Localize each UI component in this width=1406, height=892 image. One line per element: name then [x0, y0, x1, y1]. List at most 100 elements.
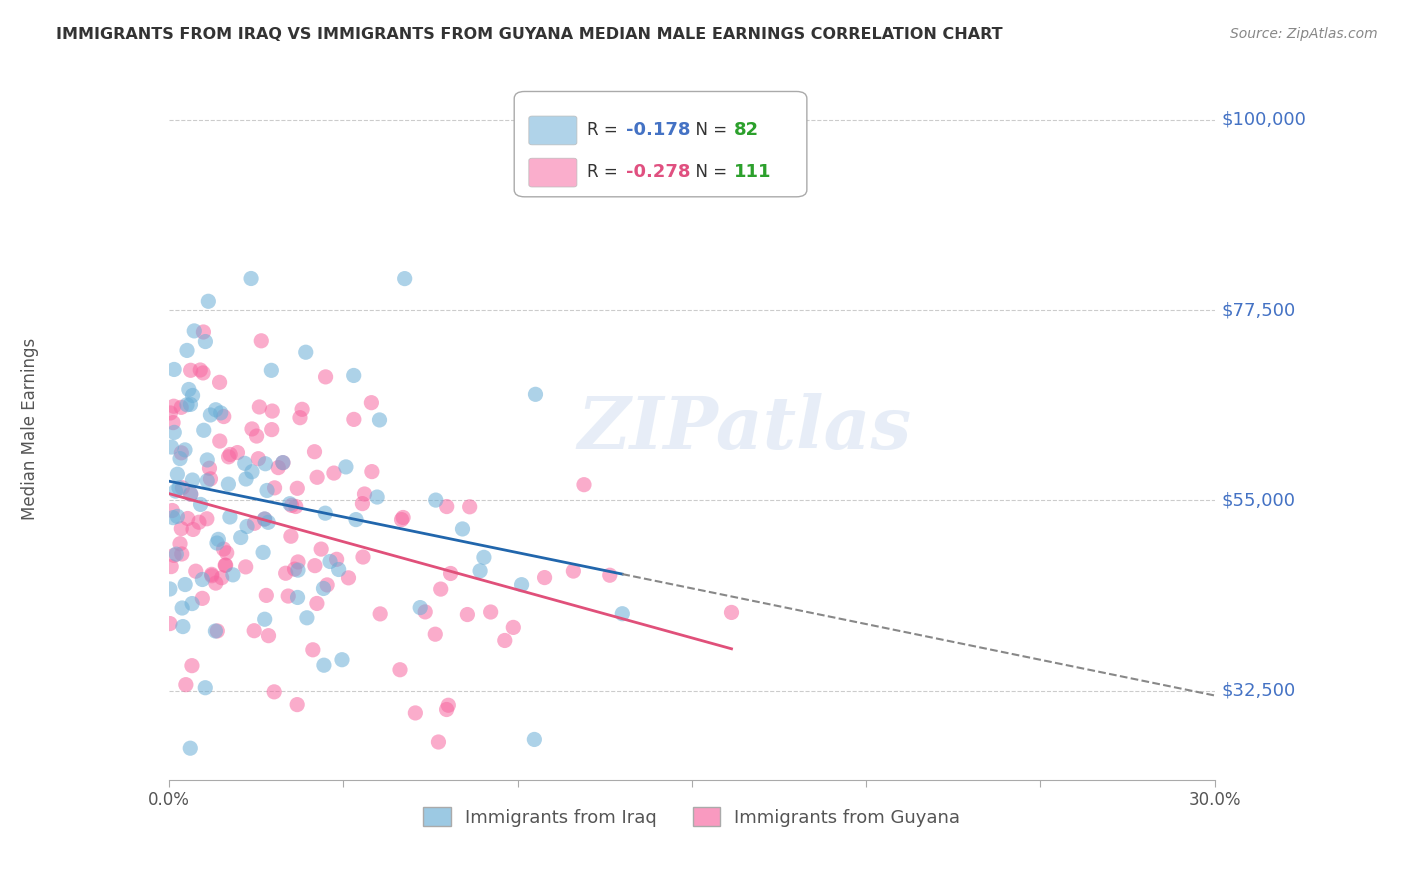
Immigrants from Guyana: [337, 571, 360, 585]
Immigrants from Iraq: [165, 547, 187, 561]
Immigrants from Guyana: [316, 578, 339, 592]
Immigrants from Guyana: [208, 434, 231, 448]
Immigrants from Iraq: [409, 600, 432, 615]
Immigrants from Guyana: [392, 510, 415, 524]
Immigrants from Iraq: [295, 611, 318, 625]
Immigrants from Guyana: [437, 698, 460, 713]
Immigrants from Guyana: [243, 516, 266, 531]
Immigrants from Iraq: [193, 423, 215, 437]
Immigrants from Guyana: [170, 446, 193, 460]
Immigrants from Iraq: [330, 653, 353, 667]
Immigrants from Iraq: [343, 368, 366, 383]
Immigrants from Guyana: [302, 642, 325, 657]
Immigrants from Guyana: [343, 412, 366, 426]
Immigrants from Guyana: [502, 620, 524, 634]
Immigrants from Guyana: [720, 606, 742, 620]
Text: N =: N =: [685, 121, 733, 139]
Immigrants from Iraq: [252, 545, 274, 559]
Immigrants from Iraq: [181, 597, 204, 611]
Immigrants from Iraq: [195, 453, 218, 467]
Immigrants from Guyana: [352, 549, 374, 564]
Immigrants from Iraq: [180, 487, 202, 501]
Immigrants from Guyana: [562, 564, 585, 578]
Immigrants from Guyana: [271, 456, 294, 470]
Immigrants from Iraq: [163, 362, 186, 376]
Immigrants from Iraq: [335, 459, 357, 474]
Immigrants from Iraq: [166, 509, 188, 524]
Immigrants from Guyana: [391, 512, 413, 526]
Immigrants from Guyana: [413, 605, 436, 619]
Immigrants from Guyana: [280, 499, 302, 513]
Immigrants from Guyana: [170, 522, 193, 536]
Immigrants from Guyana: [280, 529, 302, 543]
Immigrants from Guyana: [204, 576, 226, 591]
Immigrants from Iraq: [197, 294, 219, 309]
Immigrants from Guyana: [533, 571, 555, 585]
Immigrants from Iraq: [222, 567, 245, 582]
Immigrants from Guyana: [404, 706, 426, 720]
Immigrants from Guyana: [218, 450, 240, 464]
Immigrants from Guyana: [315, 370, 337, 384]
Immigrants from Guyana: [160, 559, 183, 574]
Immigrants from Guyana: [169, 537, 191, 551]
Immigrants from Iraq: [468, 564, 491, 578]
Immigrants from Iraq: [160, 440, 183, 454]
Immigrants from Iraq: [162, 510, 184, 524]
Immigrants from Guyana: [494, 633, 516, 648]
Immigrants from Iraq: [524, 387, 547, 401]
Immigrants from Guyana: [458, 500, 481, 514]
Immigrants from Iraq: [194, 334, 217, 349]
Immigrants from Guyana: [181, 523, 204, 537]
Immigrants from Iraq: [287, 563, 309, 577]
Immigrants from Iraq: [425, 493, 447, 508]
Immigrants from Guyana: [162, 416, 184, 430]
Immigrants from Iraq: [205, 536, 228, 550]
Immigrants from Guyana: [215, 546, 238, 560]
Immigrants from Guyana: [285, 481, 308, 495]
Immigrants from Guyana: [214, 558, 236, 573]
Immigrants from Guyana: [479, 605, 502, 619]
Immigrants from Iraq: [256, 483, 278, 498]
Immigrants from Iraq: [260, 363, 283, 377]
Immigrants from Iraq: [172, 601, 194, 615]
Immigrants from Iraq: [278, 497, 301, 511]
Immigrants from Guyana: [214, 558, 236, 573]
Immigrants from Iraq: [294, 345, 316, 359]
Immigrants from Guyana: [188, 363, 211, 377]
Immigrants from Guyana: [260, 423, 283, 437]
Immigrants from Guyana: [193, 325, 215, 339]
Immigrants from Iraq: [204, 402, 226, 417]
Immigrants from Iraq: [181, 388, 204, 402]
Text: $32,500: $32,500: [1222, 681, 1296, 700]
Immigrants from Iraq: [195, 474, 218, 488]
Legend: Immigrants from Iraq, Immigrants from Guyana: Immigrants from Iraq, Immigrants from Gu…: [416, 800, 967, 834]
Immigrants from Iraq: [191, 573, 214, 587]
Text: N =: N =: [685, 163, 733, 181]
Immigrants from Iraq: [219, 510, 242, 524]
Immigrants from Guyana: [368, 607, 391, 621]
Immigrants from Iraq: [253, 612, 276, 626]
Immigrants from Iraq: [368, 413, 391, 427]
Immigrants from Guyana: [429, 582, 451, 596]
Text: R =: R =: [588, 121, 623, 139]
Immigrants from Guyana: [174, 678, 197, 692]
Immigrants from Guyana: [287, 555, 309, 569]
Immigrants from Guyana: [207, 624, 229, 638]
Immigrants from Iraq: [207, 533, 229, 547]
Immigrants from Iraq: [271, 456, 294, 470]
Immigrants from Guyana: [353, 487, 375, 501]
Text: $55,000: $55,000: [1222, 491, 1295, 509]
Immigrants from Guyana: [352, 497, 374, 511]
Text: ZIPatlas: ZIPatlas: [576, 393, 911, 464]
Immigrants from Iraq: [166, 467, 188, 482]
Immigrants from Guyana: [257, 629, 280, 643]
Immigrants from Guyana: [170, 401, 193, 415]
Immigrants from Guyana: [288, 410, 311, 425]
Immigrants from Iraq: [612, 607, 634, 621]
Immigrants from Iraq: [235, 472, 257, 486]
Immigrants from Guyana: [235, 560, 257, 574]
Immigrants from Guyana: [263, 481, 285, 495]
Text: $77,500: $77,500: [1222, 301, 1296, 319]
Immigrants from Guyana: [436, 702, 458, 716]
Immigrants from Guyana: [163, 399, 186, 413]
